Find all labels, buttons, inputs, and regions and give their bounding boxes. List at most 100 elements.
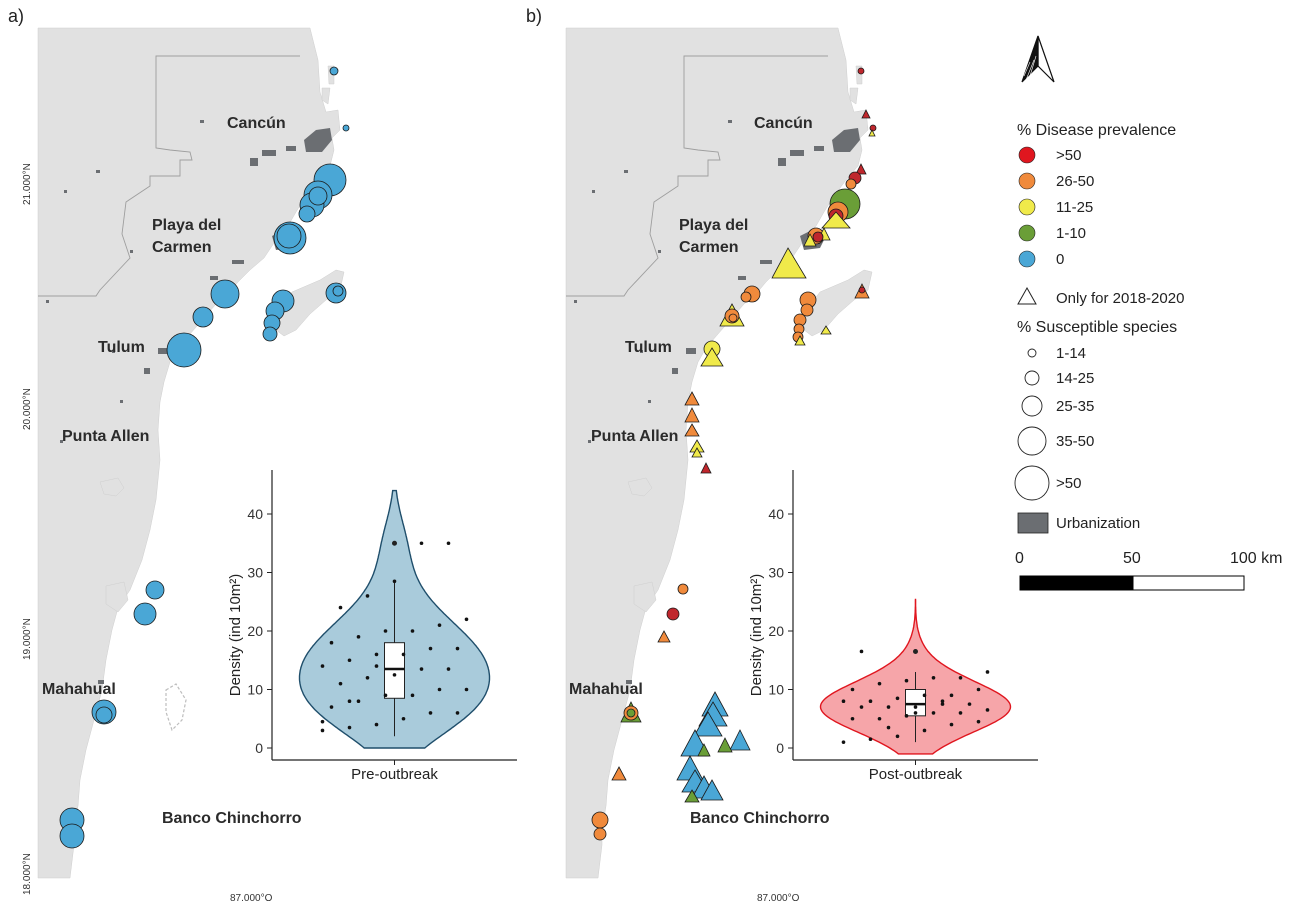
site-marker-triangle <box>700 462 712 474</box>
site-marker <box>192 306 214 328</box>
legend-item-label: Urbanization <box>1056 515 1140 532</box>
panel-a: a) <box>8 6 517 904</box>
data-point <box>886 725 891 730</box>
city-label: Mahahual <box>42 681 116 698</box>
site-marker <box>812 231 824 243</box>
data-point <box>922 728 927 733</box>
data-point <box>877 681 882 686</box>
site-marker <box>857 67 865 75</box>
city-label: Carmen <box>679 239 739 256</box>
site-marker-triangle <box>820 325 832 335</box>
lon-label: 87.000°O <box>230 893 273 904</box>
city-label: Cancún <box>754 115 813 132</box>
x-category-label: Pre-outbreak <box>351 766 438 783</box>
scale-bar-white <box>1132 575 1245 591</box>
site-marker <box>276 223 302 249</box>
data-point <box>886 705 891 709</box>
city-label: Punta Allen <box>591 428 678 445</box>
north-arrow-icon <box>1021 35 1055 83</box>
data-point <box>850 687 855 692</box>
data-point <box>859 649 864 654</box>
data-point <box>868 699 873 703</box>
site-marker <box>800 303 814 317</box>
site-marker <box>133 602 157 626</box>
lat-label: 21.000°N <box>22 163 33 205</box>
prevalence-swatch <box>1018 198 1036 216</box>
site-marker-triangle <box>693 711 723 737</box>
site-marker <box>593 827 607 841</box>
x-category-label: Post-outbreak <box>869 766 963 783</box>
legend-item-label: 35-50 <box>1056 433 1094 450</box>
data-point <box>320 719 325 724</box>
y-tick-label: 40 <box>768 506 784 522</box>
data-point <box>455 711 460 715</box>
data-point <box>913 711 918 715</box>
data-point <box>347 725 352 730</box>
city-label: Carmen <box>152 239 212 256</box>
coords-a: 21.000°N 20.000°N 19.000°N 18.000°N 87.0… <box>22 163 273 904</box>
scale-label: 100 km <box>1230 550 1282 567</box>
data-point <box>895 696 900 701</box>
data-point <box>401 652 406 657</box>
data-point <box>419 667 424 671</box>
site-marker <box>166 332 202 368</box>
data-point <box>985 670 990 674</box>
legend-item-label: 25-35 <box>1056 398 1094 415</box>
data-point <box>455 646 460 651</box>
y-axis-title: Density (ind 10m²) <box>227 574 244 697</box>
legend-item-label: 0 <box>1056 251 1064 268</box>
site-marker-triangle <box>794 335 806 346</box>
data-point <box>347 699 352 703</box>
site-marker <box>858 286 866 294</box>
site-marker-triangle <box>611 766 627 781</box>
city-labels-a: Cancún Playa del Carmen Tulum Punta Alle… <box>42 115 302 827</box>
site-marker <box>308 186 328 206</box>
box-iqr <box>905 689 926 717</box>
legend-item-label: >50 <box>1056 475 1081 492</box>
site-marker <box>262 326 278 342</box>
map-a <box>37 27 345 879</box>
legend-item-label: Only for 2018-2020 <box>1056 290 1184 307</box>
y-tick-label: 40 <box>247 506 263 522</box>
city-label: Tulum <box>98 339 145 356</box>
susceptible-size-swatch <box>1014 465 1050 501</box>
data-point <box>940 702 945 706</box>
city-labels-b: Cancún Playa del Carmen Tulum Punta Alle… <box>569 115 830 827</box>
data-point <box>958 711 963 715</box>
lat-label: 20.000°N <box>22 388 33 430</box>
data-point <box>949 693 954 698</box>
site-marker <box>845 178 857 190</box>
urbanization-swatch <box>1017 512 1049 534</box>
data-point <box>940 699 945 703</box>
susceptible-size-swatch <box>1024 370 1040 386</box>
site-marker-triangle <box>691 447 703 458</box>
data-point <box>976 687 981 692</box>
data-point <box>464 617 469 622</box>
y-axis-title: Density (ind 10m²) <box>748 574 765 697</box>
banco-chinchorro-reef-a <box>165 683 187 732</box>
site-marker <box>332 285 344 297</box>
site-marker-triangle <box>700 779 724 801</box>
box-outlier <box>913 648 918 654</box>
data-point <box>356 635 361 639</box>
prevalence-swatch <box>1018 224 1036 242</box>
site-marker <box>210 279 240 309</box>
data-point <box>320 728 325 733</box>
data-point <box>338 605 343 610</box>
data-point <box>356 699 361 703</box>
site-marker-triangle <box>855 163 867 175</box>
box-outlier <box>392 540 397 546</box>
site-marker <box>728 313 738 323</box>
data-point <box>347 658 352 663</box>
data-point <box>329 640 334 645</box>
legend-prevalence-title: % Disease prevalence <box>1017 122 1176 139</box>
data-point <box>922 693 927 698</box>
data-point <box>392 579 397 584</box>
site-marker <box>95 706 113 724</box>
data-point <box>904 678 909 683</box>
y-tick-label: 10 <box>768 682 784 698</box>
site-marker <box>591 811 609 829</box>
legend-item-label: 11-25 <box>1056 199 1093 216</box>
data-point <box>410 629 415 633</box>
site-marker <box>298 205 316 223</box>
